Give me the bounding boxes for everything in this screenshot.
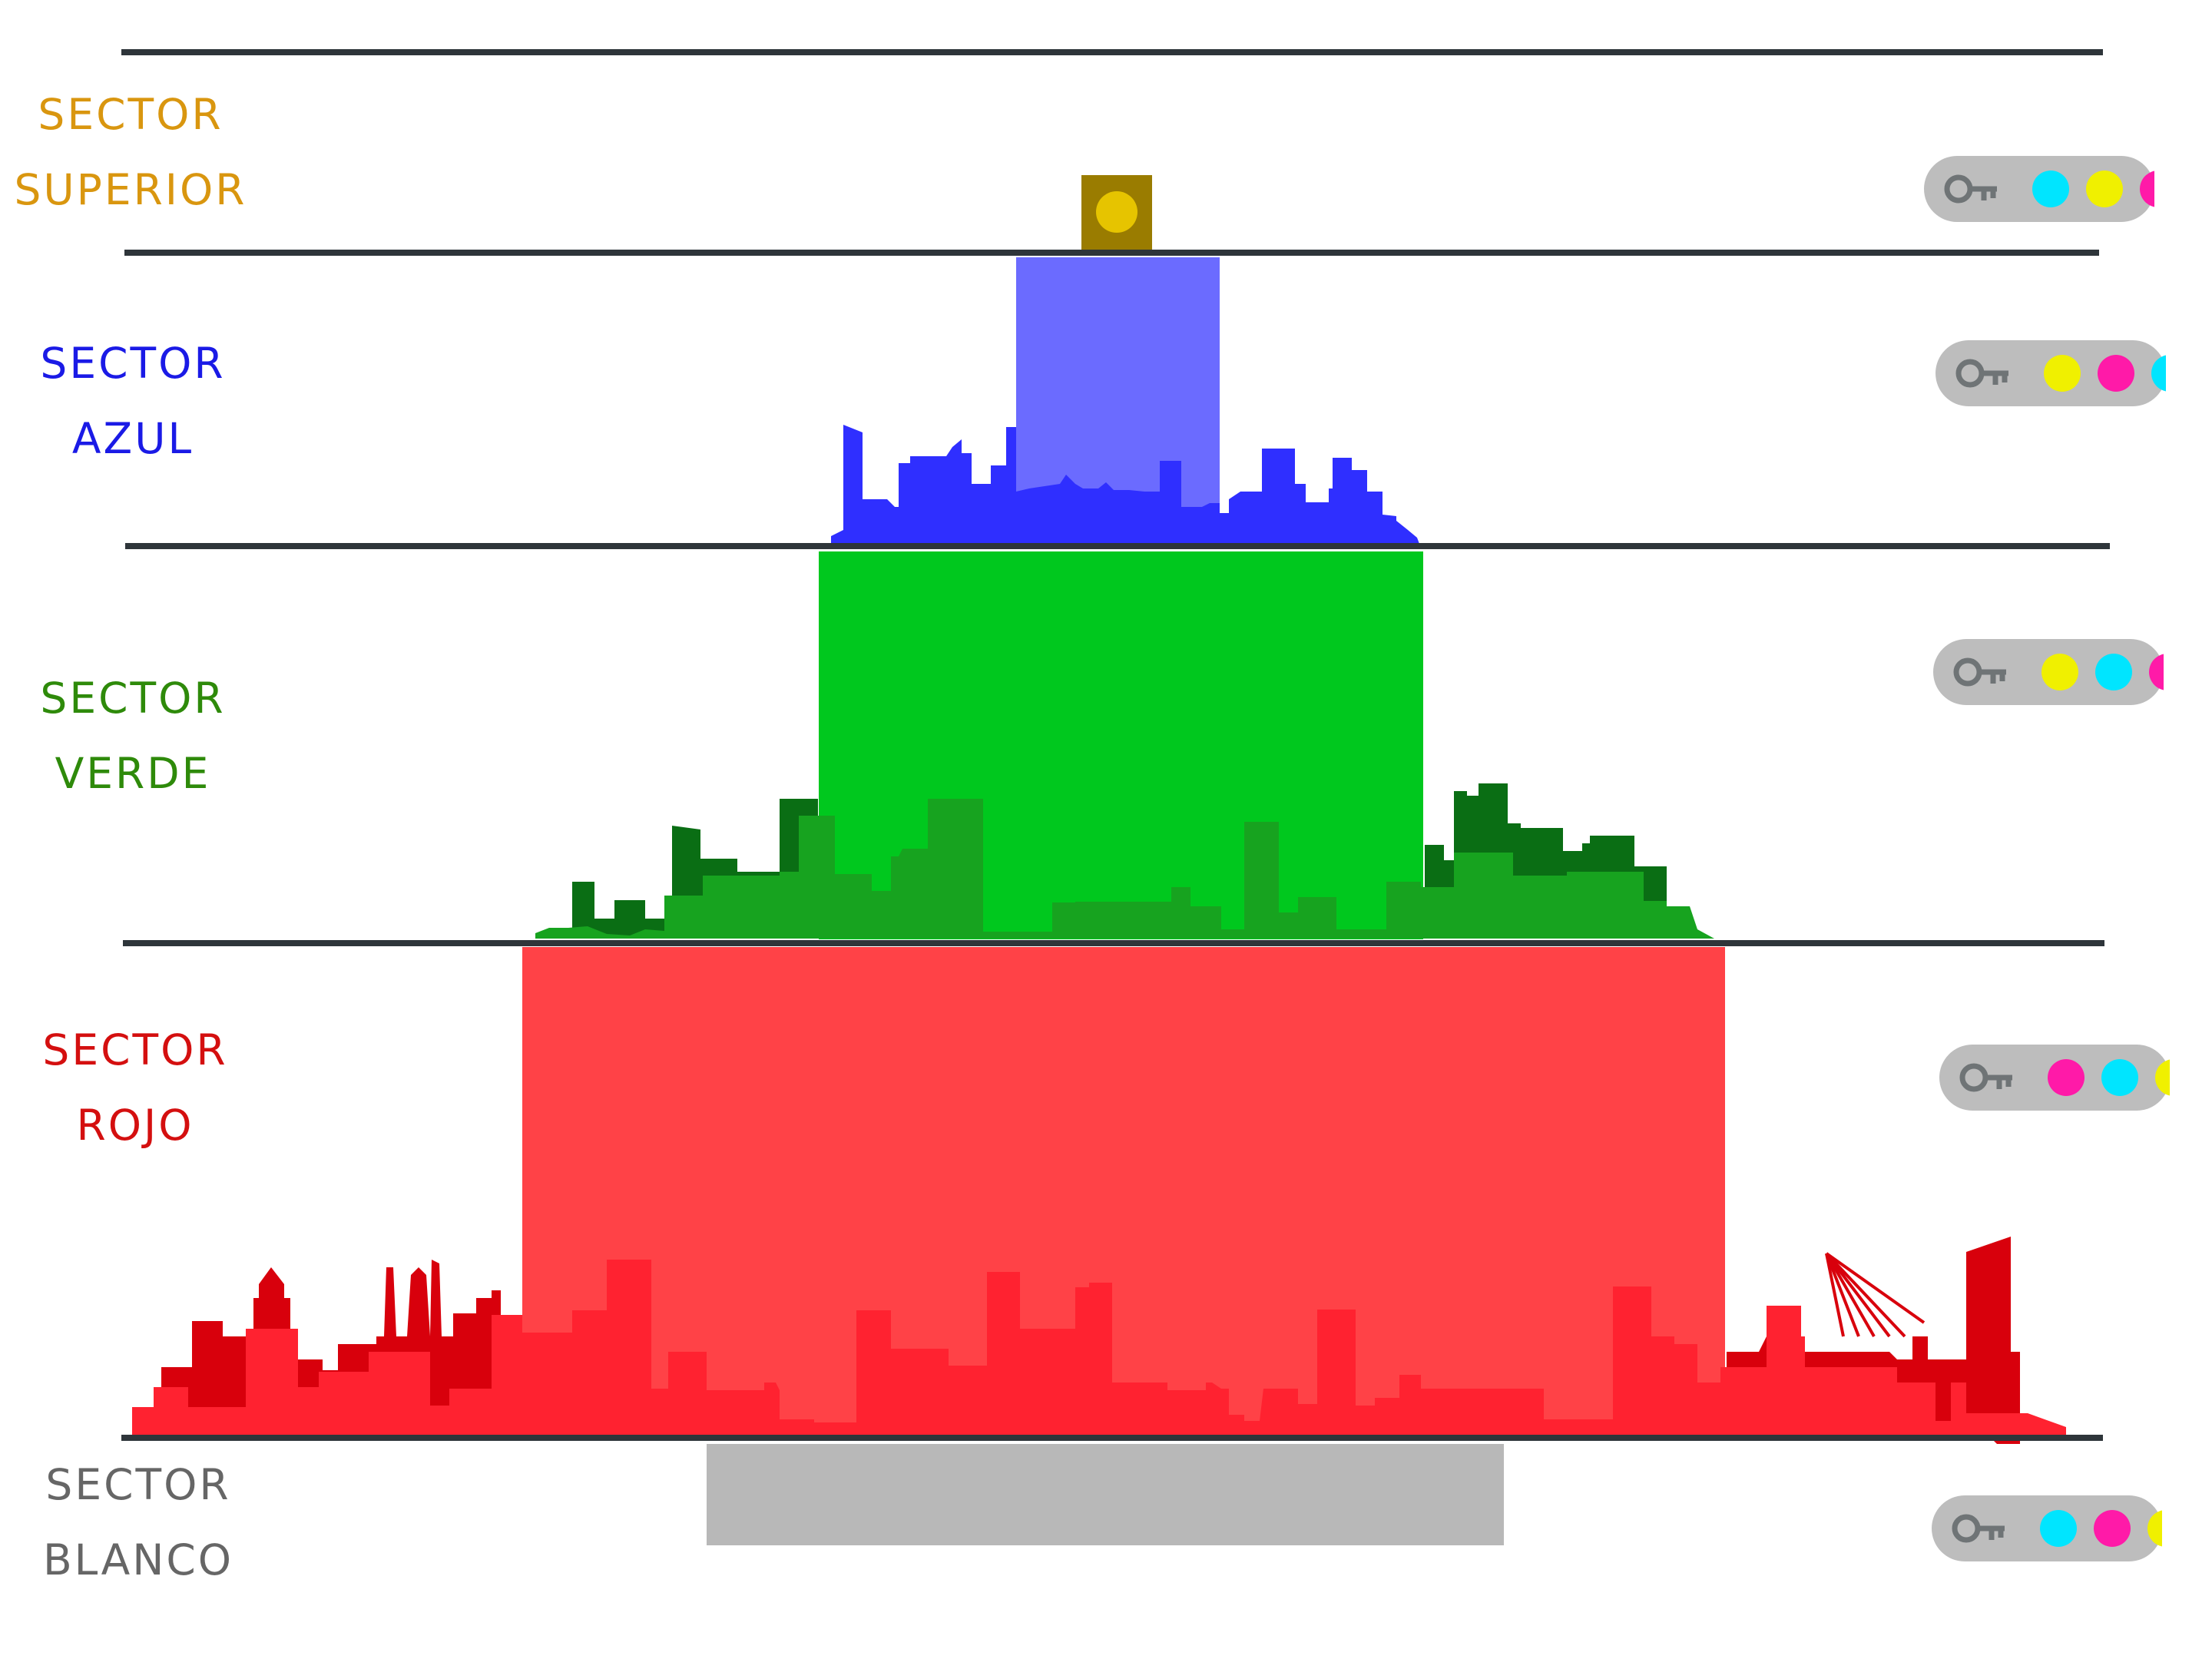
sector-label-line1: SECTOR [38,90,224,139]
color-dot[interactable] [2086,171,2123,207]
key-panel-verde[interactable] [1933,639,2164,705]
sector-label-line1: SECTOR [40,674,226,723]
key-panel-rojo[interactable] [1939,1045,2170,1111]
color-dot[interactable] [2041,654,2078,690]
sector-label-line2: AZUL [71,414,194,463]
color-dot[interactable] [2044,355,2081,392]
color-dot[interactable] [2151,355,2166,392]
key-icon [1952,1514,2005,1543]
sector-label-line2: ROJO [76,1101,194,1150]
color-dot[interactable] [2155,1059,2170,1096]
green-skyline-front [535,799,1714,939]
sector-label-verde: SECTOR VERDE [2,661,263,811]
top-block-dot [1096,191,1137,233]
gray-block [707,1444,1504,1545]
key-panel-graphic [1959,1059,2170,1096]
color-dot[interactable] [2095,654,2132,690]
sector-label-line1: SECTOR [40,339,226,388]
key-panel-graphic [1944,171,2154,207]
bridge-cables [1825,1252,1926,1338]
red-skyline-front [132,1260,2066,1436]
key-panel-graphic [1955,355,2166,392]
sector-label-line2: SUPERIOR [14,165,247,214]
sector-label-line2: BLANCO [42,1535,234,1584]
key-panel-superior[interactable] [1924,156,2154,222]
sector-label-rojo: SECTOR ROJO [5,1012,266,1163]
color-dot[interactable] [2140,171,2154,207]
red-block [522,947,1725,1436]
divider-lines [121,49,2110,1441]
key-panel-azul[interactable] [1936,340,2166,406]
color-dot[interactable] [2032,171,2069,207]
color-dot[interactable] [2048,1059,2085,1096]
sector-label-superior: SECTOR SUPERIOR [0,77,261,227]
sector-label-line1: SECTOR [45,1460,231,1509]
key-icon [1955,359,2008,388]
color-dot[interactable] [2101,1059,2138,1096]
color-dot[interactable] [2094,1510,2131,1547]
key-icon [1959,1063,2012,1092]
key-panel-graphic [1952,1510,2162,1547]
key-icon [1944,174,1997,204]
color-dot[interactable] [2040,1510,2077,1547]
sector-label-azul: SECTOR AZUL [2,326,263,476]
key-icon [1953,657,2006,687]
key-panel-graphic [1953,654,2164,690]
color-dot[interactable] [2147,1510,2162,1547]
sector-label-blanco: SECTOR BLANCO [8,1447,269,1598]
color-dot[interactable] [2098,355,2134,392]
sector-label-line1: SECTOR [42,1025,228,1075]
key-panel-blanco[interactable] [1932,1495,2162,1561]
blue-skyline [831,425,1419,544]
sector-label-line2: VERDE [55,749,211,798]
color-dot[interactable] [2149,654,2164,690]
